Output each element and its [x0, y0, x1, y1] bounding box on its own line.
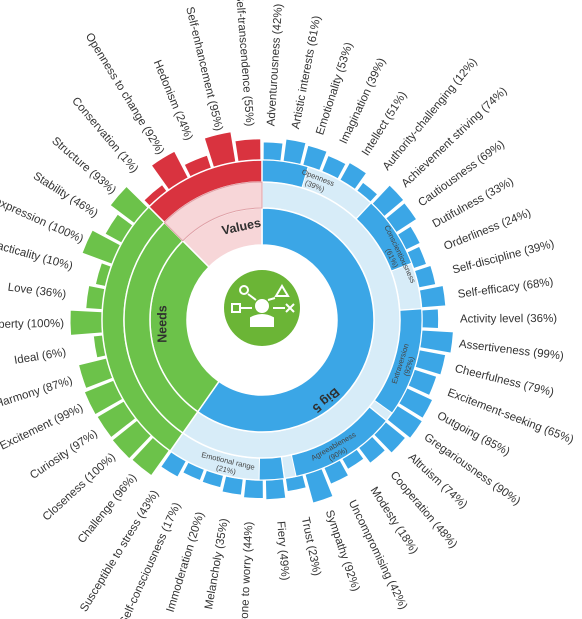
need-label-liberty: Liberty (100%) [0, 318, 64, 331]
need-label-harmony: Harmony (87%) [0, 375, 74, 411]
values-core-section [163, 181, 263, 242]
trait-emotional-range-fill [258, 456, 285, 481]
need-label-practicality: Practicality (10%) [0, 237, 74, 273]
value-label-openness-to-change: Openness to change (92%) [83, 31, 166, 157]
facet-bar-fiery [264, 478, 287, 501]
need-label-ideal: Ideal (6%) [13, 347, 67, 367]
facet-label-assertiveness: Assertiveness (99%) [458, 338, 564, 362]
need-label-love: Love (36%) [7, 282, 67, 302]
facet-bar-activity-level [421, 308, 440, 330]
outer-bars-layer [69, 131, 454, 504]
facet-bar-assertiveness [419, 329, 454, 354]
value-label-self-transcendence: Self-transcendence (55%) [233, 0, 255, 127]
facet-label-activity-level: Activity level (36%) [460, 313, 557, 326]
facet-label-trust: Trust (23%) [299, 516, 323, 577]
big5-inner-ring [196, 207, 375, 433]
facet-label-melancholy: Melancholy (35%) [203, 517, 231, 610]
value-label-hedonism: Hedonism (24%) [151, 58, 195, 142]
facet-label-artistic-interests: Artistic interests (61%) [290, 15, 323, 130]
facet-bar-prone-to-worry [242, 478, 264, 500]
facet-label-fiery: Fiery (49%) [274, 521, 291, 581]
facet-bar-artistic-interests [282, 138, 307, 166]
facet-label-excitement-seeking: Excitement-seeking (65%) [446, 387, 576, 447]
facet-label-adventurousness: Adventurousness (42%) [265, 3, 285, 126]
persona-glyph [231, 284, 295, 327]
facet-bar-self-efficacy [418, 284, 447, 309]
core-label-needs: Needs [156, 305, 170, 343]
center-icon-layer [224, 270, 300, 346]
facet-label-uncompromising: Uncompromising (42%) [346, 498, 409, 611]
facet-bar-adventurousness [262, 141, 284, 162]
facet-label-self-efficacy: Self-efficacy (68%) [457, 276, 554, 301]
facet-label-gregariousness: Gregariousness (90%) [422, 431, 523, 508]
value-bar-self-transcendence [234, 138, 262, 163]
need-bar-liberty [69, 309, 104, 336]
value-label-self-enhancement: Self-enhancement (95%) [183, 6, 224, 133]
facet-label-prone-to-worry: Prone to worry (44%) [238, 521, 255, 619]
